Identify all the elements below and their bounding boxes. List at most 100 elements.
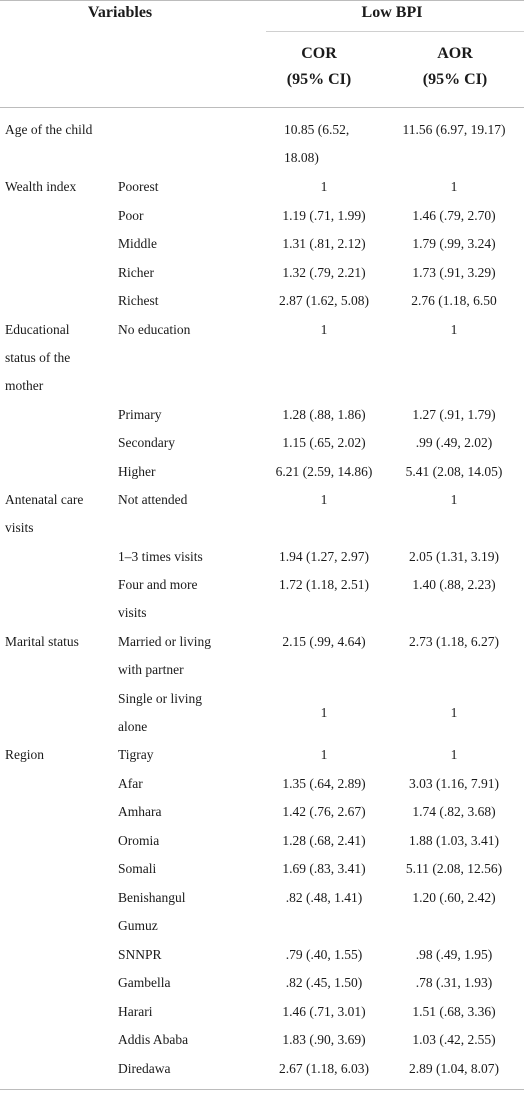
category-label: No education (118, 322, 191, 337)
aor-value: 1 (450, 179, 458, 194)
category-label-line2: visits (118, 605, 147, 620)
header-cor-line1: COR (301, 45, 337, 62)
aor-value: 1 (450, 705, 458, 720)
header-cor: COR (95% CI) (259, 41, 379, 93)
cor-value: 1 (320, 705, 328, 720)
aor-value: 5.11 (2.08, 12.56) (405, 861, 503, 876)
variable-education-line3: mother (5, 378, 44, 393)
header-variables: Variables (87, 4, 153, 21)
category-label: Oromia (118, 833, 160, 848)
category-label-line2: alone (118, 719, 148, 734)
aor-value: 1 (450, 322, 458, 337)
variable-marital-status: Marital status (5, 634, 79, 649)
aor-value: 1.88 (1.03, 3.41) (409, 833, 499, 848)
category-label: Not attended (118, 492, 188, 507)
aor-value: 1.40 (.88, 2.23) (412, 577, 496, 592)
category-label: Richer (118, 265, 154, 280)
aor-value: .78 (.31, 1.93) (415, 975, 493, 990)
cor-value: 1 (320, 747, 328, 762)
category-label-line2: Gumuz (118, 918, 158, 933)
category-label: 1–3 times visits (118, 549, 203, 564)
table-top-rule (0, 0, 524, 1)
aor-value: 1.27 (.91, 1.79) (412, 407, 496, 422)
aor-value: 1 (450, 492, 458, 507)
variable-age: Age of the child (5, 122, 93, 137)
category-label: Addis Ababa (118, 1032, 189, 1047)
table-bottom-rule (0, 1089, 524, 1090)
category-label: Higher (118, 464, 156, 479)
cor-value: 1.35 (.64, 2.89) (282, 776, 366, 791)
cor-value: .82 (.45, 1.50) (285, 975, 363, 990)
category-label-line2: with partner (118, 662, 184, 677)
cor-value: 1.28 (.68, 2.41) (282, 833, 366, 848)
cor-value: 1.83 (.90, 3.69) (282, 1032, 366, 1047)
category-label: Poor (118, 208, 144, 223)
cor-value: .82 (.48, 1.41) (285, 890, 363, 905)
cor-value: 1 (320, 179, 328, 194)
cor-value: 2.87 (1.62, 5.08) (279, 293, 369, 308)
aor-value: 3.03 (1.16, 7.91) (409, 776, 499, 791)
category-label: Tigray (118, 747, 154, 762)
category-label-line1: Four and more (118, 577, 198, 592)
category-label: Harari (118, 1004, 153, 1019)
cor-value: 6.21 (2.59, 14.86) (275, 464, 373, 479)
cor-value: 1 (320, 492, 328, 507)
aor-value: 1.46 (.79, 2.70) (412, 208, 496, 223)
cor-age-line2: 18.08) (284, 150, 319, 165)
aor-value: 2.76 (1.18, 6.50 (411, 293, 497, 308)
aor-value: 1 (450, 747, 458, 762)
category-label: Middle (118, 236, 157, 251)
cor-value: 1.72 (1.18, 2.51) (279, 577, 369, 592)
cor-value: 1 (320, 322, 328, 337)
cor-value: 1.46 (.71, 3.01) (282, 1004, 366, 1019)
cor-value: 1.32 (.79, 2.21) (282, 265, 366, 280)
aor-age: 11.56 (6.97, 19.17) (402, 122, 506, 137)
group-header-rule (266, 31, 524, 32)
variable-wealth-index: Wealth index (5, 179, 77, 194)
cor-value: 1.28 (.88, 1.86) (282, 407, 366, 422)
aor-value: 1.74 (.82, 3.68) (412, 804, 496, 819)
cor-value: 1.42 (.76, 2.67) (282, 804, 366, 819)
variable-region: Region (5, 747, 44, 762)
category-label-line1: Benishangul (118, 890, 186, 905)
aor-value: .98 (.49, 1.95) (415, 947, 493, 962)
cor-value: 1.69 (.83, 3.41) (282, 861, 366, 876)
header-bottom-rule (0, 107, 524, 108)
aor-value: 1.51 (.68, 3.36) (412, 1004, 496, 1019)
variable-anc-line2: visits (5, 520, 34, 535)
variable-anc-line1: Antenatal care (5, 492, 84, 507)
aor-value: 1.79 (.99, 3.24) (412, 236, 496, 251)
aor-value: 1.03 (.42, 2.55) (412, 1032, 496, 1047)
cor-age-line1: 10.85 (6.52, (284, 122, 350, 137)
header-cor-line2: (95% CI) (286, 71, 352, 88)
cor-value: 1.94 (1.27, 2.97) (279, 549, 369, 564)
cor-value: .79 (.40, 1.55) (285, 947, 363, 962)
cor-value: 1.15 (.65, 2.02) (282, 435, 366, 450)
variable-education-line2: status of the (5, 350, 71, 365)
aor-value: 1.20 (.60, 2.42) (412, 890, 496, 905)
category-label: Amhara (118, 804, 162, 819)
cor-value: 2.67 (1.18, 6.03) (279, 1061, 369, 1076)
category-label: Somali (118, 861, 157, 876)
category-label-line1: Married or living (118, 634, 211, 649)
aor-value: 2.05 (1.31, 3.19) (409, 549, 499, 564)
variable-education-line1: Educational (5, 322, 70, 337)
header-aor: AOR (95% CI) (395, 41, 515, 93)
cor-value: 1.31 (.81, 2.12) (282, 236, 366, 251)
header-low-bpi: Low BPI (361, 4, 423, 21)
header-aor-line2: (95% CI) (422, 71, 488, 88)
aor-value: 5.41 (2.08, 14.05) (405, 464, 503, 479)
category-label: Diredawa (118, 1061, 171, 1076)
category-label-line1: Single or living (118, 691, 202, 706)
aor-value: 2.89 (1.04, 8.07) (409, 1061, 499, 1076)
header-aor-line1: AOR (437, 45, 473, 62)
aor-value: .99 (.49, 2.02) (415, 435, 493, 450)
category-label: Secondary (118, 435, 175, 450)
category-label: SNNPR (118, 947, 162, 962)
cor-value: 1.19 (.71, 1.99) (282, 208, 366, 223)
category-label: Richest (118, 293, 159, 308)
aor-value: 1.73 (.91, 3.29) (412, 265, 496, 280)
cor-value: 2.15 (.99, 4.64) (282, 634, 366, 649)
category-label: Gambella (118, 975, 171, 990)
